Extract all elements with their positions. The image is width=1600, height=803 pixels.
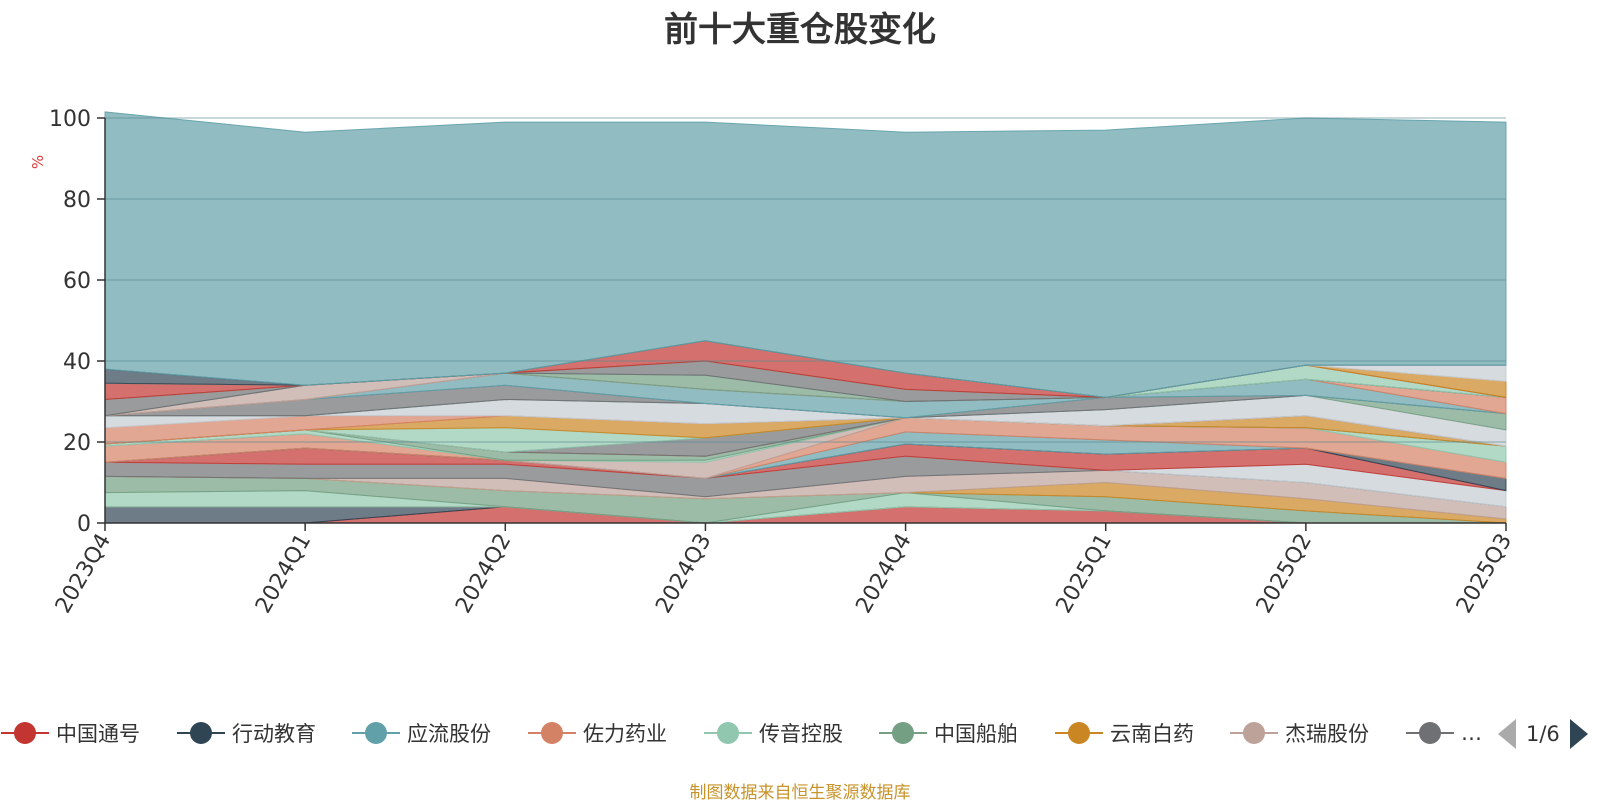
x-tick-label: 2023Q4 [51,530,116,618]
y-tick-label: 60 [63,269,91,294]
y-tick-label: 80 [63,188,91,213]
legend-prev-page-arrow-icon[interactable] [1498,719,1516,749]
legend-label: 云南白药 [1110,722,1194,746]
area-series-37 [104,111,1507,398]
legend-marker-icon [1,722,49,744]
legend-label: 中国通号 [56,722,140,746]
legend-item[interactable]: 佐力药业 [527,713,667,753]
y-tick-label: 0 [77,512,91,537]
legend-label: 中国船舶 [934,722,1018,746]
y-tick-label: 20 [63,431,91,456]
legend-pager: 1/6 [1498,717,1588,751]
legend-item[interactable]: 中国通号 [0,713,140,753]
legend-item[interactable]: 中国船舶 [878,713,1018,753]
x-tick-label: 2024Q2 [451,530,516,618]
legend-marker-icon [1406,722,1454,744]
legend-label: … [1461,721,1482,745]
legend-item[interactable]: 行动教育 [176,713,316,753]
legend-label: 杰瑞股份 [1285,722,1369,746]
legend-item[interactable]: 应流股份 [351,713,491,753]
x-tick-label: 2025Q2 [1252,530,1317,618]
y-axis-label: % [29,155,47,169]
legend-marker-icon [528,722,576,744]
x-tick-label: 2024Q4 [851,530,916,618]
source-note: 制图数据来自恒生聚源数据库 [689,783,911,803]
legend-label: 行动教育 [232,722,316,746]
legend: 中国通号 行动教育 应流股份 佐力药业 传音控股 中国船舶 云南白药 杰瑞股份 … [0,713,1600,753]
legend-marker-icon [1055,722,1103,744]
legend-label: 佐力药业 [583,722,667,746]
legend-label: 应流股份 [407,722,491,746]
y-tick-label: 100 [49,107,91,132]
chart-title: 前十大重仓股变化 [664,10,936,50]
legend-item[interactable]: 云南白药 [1054,713,1194,753]
legend-marker-icon [1230,722,1278,744]
x-tick-label: 2025Q3 [1452,530,1517,618]
y-tick-label: 40 [63,350,91,375]
legend-next-page-arrow-icon[interactable] [1569,719,1588,749]
legend-marker-icon [177,722,225,744]
x-tick-label: 2025Q1 [1052,530,1117,618]
legend-label: 传音控股 [759,722,843,746]
legend-marker-icon [352,722,400,744]
legend-page-indicator: 1/6 [1526,722,1560,746]
legend-item[interactable]: 杰瑞股份 [1229,713,1369,753]
x-tick-label: 2024Q1 [251,530,316,618]
legend-item[interactable]: 传音控股 [703,713,843,753]
legend-marker-icon [879,722,927,744]
legend-item[interactable]: … [1405,713,1482,753]
legend-marker-icon [704,722,752,744]
area-layers [104,111,1507,524]
gridlines [105,117,1506,443]
x-tick-label: 2024Q3 [651,530,716,618]
